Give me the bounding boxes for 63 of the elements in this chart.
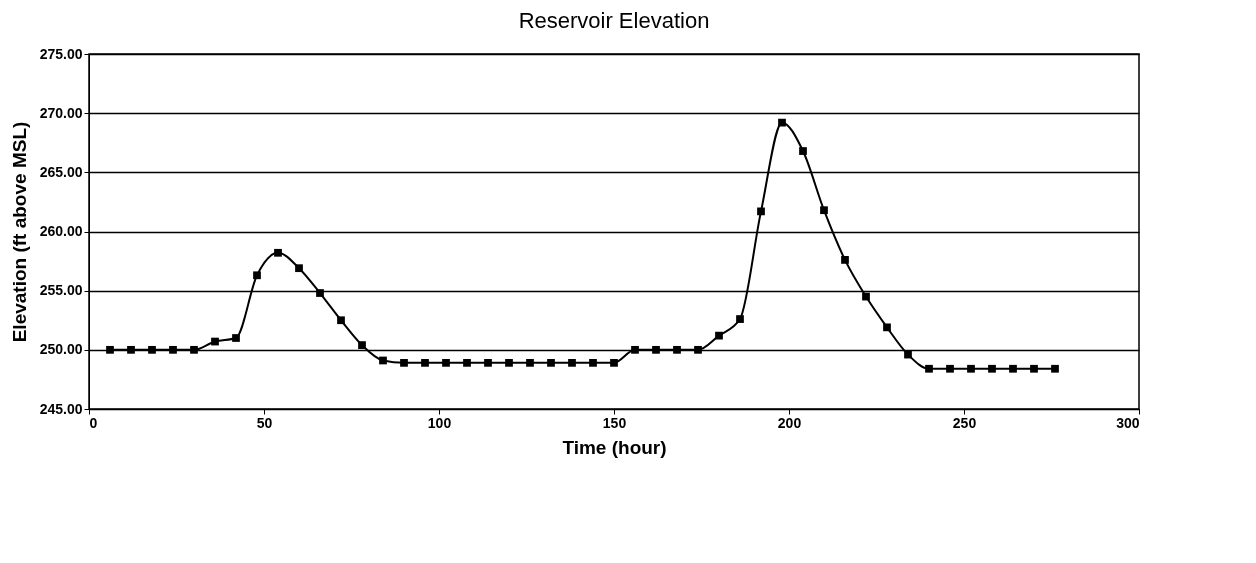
point — [1030, 364, 1038, 373]
point — [379, 356, 387, 365]
point — [526, 358, 534, 367]
point — [988, 364, 996, 373]
point — [442, 358, 450, 367]
point — [967, 364, 975, 373]
point — [1009, 364, 1017, 373]
point — [736, 315, 744, 323]
point — [505, 358, 513, 367]
point — [274, 248, 282, 257]
point — [925, 364, 933, 373]
point — [337, 316, 345, 325]
x-tick-label: 150 — [602, 414, 627, 431]
y-tick-label: 275.00 — [39, 45, 83, 62]
point — [190, 345, 198, 354]
point — [715, 331, 723, 340]
point — [841, 256, 849, 264]
x-tick-label: 100 — [427, 414, 452, 431]
point — [400, 358, 408, 367]
x-tick-label: 250 — [952, 414, 977, 431]
point — [778, 118, 786, 127]
point — [799, 147, 807, 155]
point — [946, 364, 954, 373]
point — [421, 358, 429, 367]
y-tick-label: 245.00 — [39, 400, 83, 417]
point — [610, 358, 618, 367]
point — [568, 358, 576, 367]
x-tick-label: 300 — [1116, 414, 1140, 431]
y-axis-title: Elevation (ft above MSL) — [8, 121, 30, 343]
point — [232, 334, 240, 342]
point — [316, 289, 324, 297]
point — [820, 206, 828, 215]
point — [589, 358, 597, 367]
y-tick-label: 260.00 — [39, 223, 83, 239]
point — [253, 271, 261, 280]
point — [484, 358, 492, 367]
point — [295, 264, 303, 273]
point — [862, 292, 870, 301]
point — [148, 345, 156, 354]
point — [169, 345, 177, 354]
point — [631, 345, 639, 354]
point — [673, 345, 681, 354]
point — [883, 323, 891, 332]
point — [127, 345, 135, 354]
y-tick-label: 255.00 — [39, 282, 83, 299]
point — [757, 207, 765, 216]
chart-title: Reservoir Elevation — [518, 8, 710, 33]
x-tick-label: 50 — [256, 414, 273, 431]
x-tick-label: 0 — [89, 414, 98, 431]
point — [694, 345, 702, 354]
point — [904, 350, 912, 359]
point — [358, 341, 366, 349]
y-tick-label: 265.00 — [39, 163, 83, 180]
point — [106, 345, 114, 354]
point — [547, 358, 555, 367]
x-tick-label: 200 — [777, 414, 802, 431]
point — [463, 358, 471, 367]
point — [1051, 364, 1059, 373]
point — [652, 345, 660, 354]
y-tick-label: 250.00 — [39, 341, 83, 358]
point — [211, 337, 219, 346]
x-axis-title: Time (hour) — [562, 436, 667, 458]
y-tick-label: 270.00 — [39, 104, 83, 121]
